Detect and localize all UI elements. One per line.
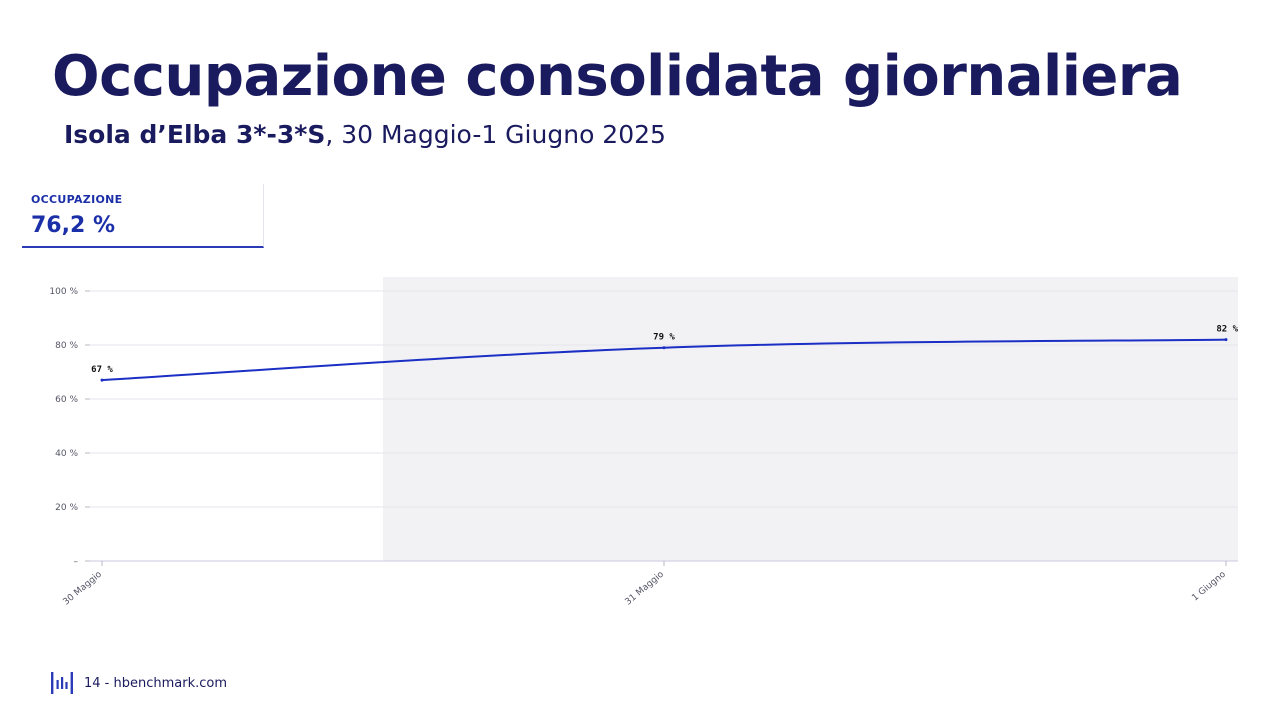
subtitle-destination: Isola d’Elba 3*-3*S — [64, 120, 326, 149]
y-tick-label: – — [74, 557, 79, 567]
y-tick-label: 60 % — [55, 395, 78, 405]
kpi-label: OCCUPAZIONE — [31, 193, 123, 206]
chart-shaded-band — [383, 277, 1238, 561]
data-point — [1224, 338, 1228, 342]
y-tick-label: 20 % — [55, 503, 78, 513]
subtitle-date-range: , 30 Maggio-1 Giugno 2025 — [325, 120, 666, 149]
page-subtitle: Isola d’Elba 3*-3*S, 30 Maggio-1 Giugno … — [64, 118, 666, 152]
footer: 14 - hbenchmark.com — [50, 670, 227, 696]
data-point — [662, 346, 666, 350]
data-label: 67 % — [91, 365, 113, 375]
y-tick-label: 40 % — [55, 449, 78, 459]
data-label: 82 % — [1216, 325, 1238, 335]
x-tick-label: 30 Maggio — [61, 569, 104, 607]
kpi-value: 76,2 % — [31, 213, 115, 238]
y-tick-label: 100 % — [49, 287, 78, 297]
occupancy-line-chart: – 20 % 40 % 60 % 80 % 100 % 30 Maggio 31 Maggio… — [0, 260, 1280, 620]
hbenchmark-logo-icon — [51, 672, 73, 694]
occupancy-kpi-card: OCCUPAZIONE 76,2 % — [22, 184, 264, 248]
page-title: Occupazione consolidata giornaliera — [52, 44, 1183, 109]
chart-svg: – 20 % 40 % 60 % 80 % 100 % 30 Maggio 31 Maggio… — [49, 277, 1239, 608]
y-tick-label: 80 % — [55, 341, 78, 351]
data-point — [100, 378, 104, 382]
x-tick-label: 1 Giugno — [1190, 569, 1228, 603]
data-label: 79 % — [653, 333, 675, 343]
x-tick-label: 31 Maggio — [623, 569, 666, 607]
footer-page-source: 14 - hbenchmark.com — [84, 675, 228, 691]
